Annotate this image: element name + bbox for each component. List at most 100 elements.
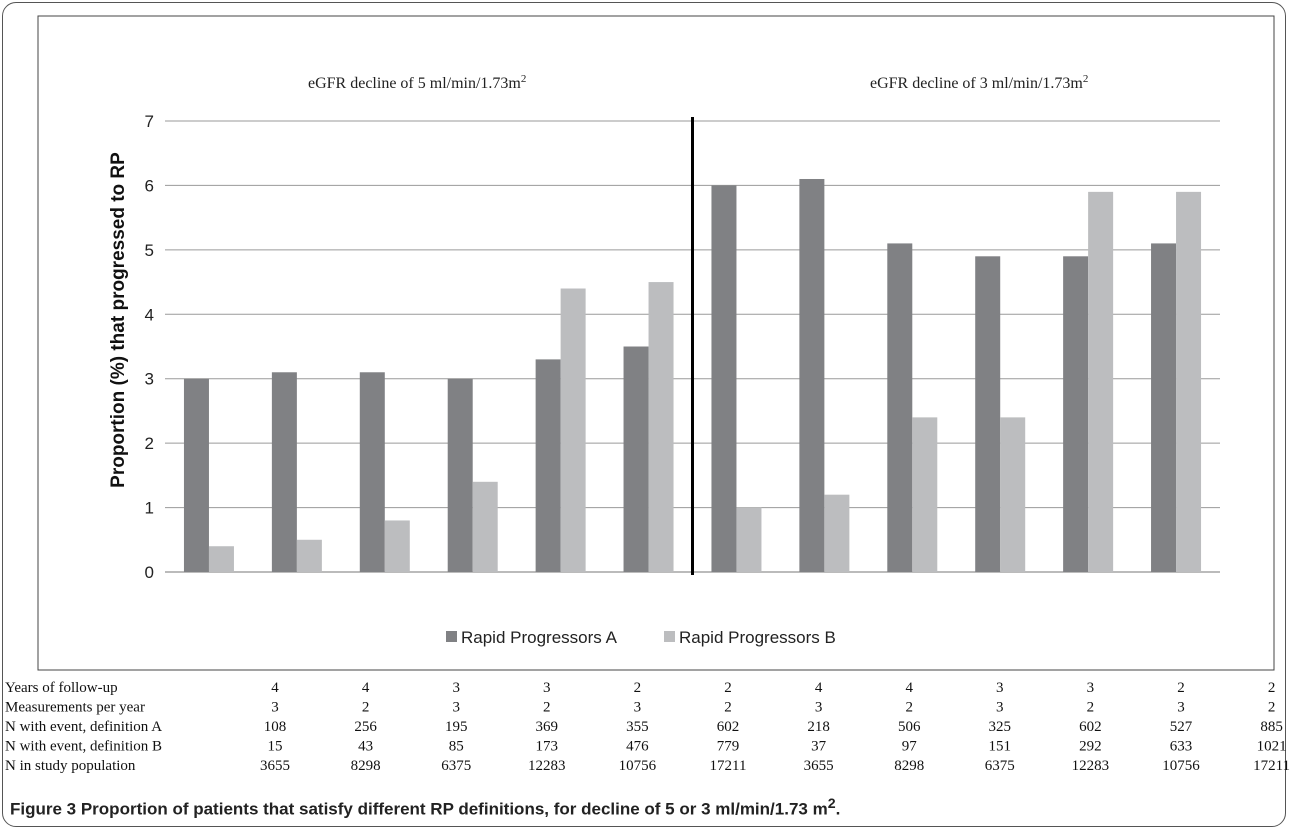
table-cell: 3655 xyxy=(804,758,834,774)
table-cell: 527 xyxy=(1170,719,1193,735)
y-tick-label: 5 xyxy=(145,241,154,260)
bar-a xyxy=(799,178,825,572)
y-axis-label: Proportion (%) that progressed to RP xyxy=(108,152,129,488)
bar-a xyxy=(535,359,561,572)
y-tick-label: 3 xyxy=(145,370,154,389)
table-cell: 779 xyxy=(717,739,740,755)
table-row-label: N in study population xyxy=(5,758,136,774)
y-tick-labels: 0 1 2 3 4 5 6 7 xyxy=(145,112,154,582)
legend-swatch-a xyxy=(446,631,457,642)
legend-label-b: Rapid Progressors B xyxy=(679,628,836,647)
table-cell: 2 xyxy=(362,700,370,716)
table-cell: 151 xyxy=(989,739,1012,755)
table-cell: 17211 xyxy=(710,758,747,774)
bar-b xyxy=(560,288,586,572)
table-cell: 3 xyxy=(996,680,1004,696)
table-cell: 4 xyxy=(815,680,823,696)
table-cell: 6375 xyxy=(985,758,1015,774)
table-cell: 2 xyxy=(1268,680,1276,696)
bar-b xyxy=(648,282,674,572)
table-cell: 602 xyxy=(1079,719,1102,735)
legend-label-a: Rapid Progressors A xyxy=(461,628,618,647)
table-cell: 4 xyxy=(271,680,279,696)
bars xyxy=(183,178,1202,572)
table-cell: 12283 xyxy=(528,758,566,774)
bar-b xyxy=(1088,191,1114,572)
y-tick-label: 1 xyxy=(145,499,154,518)
table-cell: 4 xyxy=(905,680,913,696)
table-row-label: N with event, definition B xyxy=(5,739,162,755)
table-cell: 256 xyxy=(354,719,377,735)
table-cell: 15 xyxy=(268,739,283,755)
figure-caption: Figure 3 Proportion of patients that sat… xyxy=(10,796,841,819)
bar-a xyxy=(1151,243,1177,572)
bar-b xyxy=(736,507,762,572)
table-cell: 3 xyxy=(996,700,1004,716)
bar-b xyxy=(384,520,410,572)
legend-swatch-b xyxy=(664,631,675,642)
table-cell: 3 xyxy=(452,680,460,696)
data-table: Years of follow-up 4 4 3 3 2 2 4 4 3 3 2 2Measuremen… xyxy=(5,680,1290,774)
table-cell: 3 xyxy=(1087,680,1095,696)
y-tick-label: 4 xyxy=(145,305,154,324)
table-cell: 325 xyxy=(989,719,1012,735)
bar-b xyxy=(296,539,322,572)
table-cell: 10756 xyxy=(619,758,657,774)
bar-b xyxy=(472,481,498,572)
legend: Rapid Progressors A Rapid Progressors B xyxy=(446,628,836,647)
table-cell: 3 xyxy=(543,680,551,696)
table-cell: 2 xyxy=(1268,700,1276,716)
bar-a xyxy=(447,378,473,572)
table-cell: 17211 xyxy=(1253,758,1290,774)
table-cell: 476 xyxy=(626,739,649,755)
table-cell: 355 xyxy=(626,719,649,735)
bar-a xyxy=(359,372,385,572)
y-tick-label: 6 xyxy=(145,176,154,195)
table-cell: 12283 xyxy=(1072,758,1110,774)
table-cell: 885 xyxy=(1260,719,1283,735)
y-tick-label: 2 xyxy=(145,434,154,453)
table-cell: 506 xyxy=(898,719,921,735)
table-cell: 3655 xyxy=(260,758,290,774)
table-row-label: Years of follow-up xyxy=(5,680,118,696)
table-cell: 369 xyxy=(536,719,559,735)
table-cell: 43 xyxy=(358,739,373,755)
table-cell: 218 xyxy=(807,719,830,735)
bar-a xyxy=(271,372,297,572)
table-cell: 3 xyxy=(1177,700,1185,716)
table-cell: 2 xyxy=(543,700,551,716)
table-cell: 8298 xyxy=(351,758,381,774)
table-cell: 85 xyxy=(449,739,464,755)
y-tick-label: 0 xyxy=(145,563,154,582)
chart-area-border xyxy=(37,15,1275,671)
bar-b xyxy=(208,546,234,572)
bar-b xyxy=(1176,191,1202,572)
table-cell: 2 xyxy=(1087,700,1095,716)
table-cell: 2 xyxy=(1177,680,1185,696)
table-cell: 602 xyxy=(717,719,740,735)
table-cell: 4 xyxy=(362,680,370,696)
bar-a xyxy=(1063,256,1089,572)
table-cell: 8298 xyxy=(894,758,924,774)
table-cell: 195 xyxy=(445,719,468,735)
table-cell: 37 xyxy=(811,739,827,755)
bar-a xyxy=(623,346,649,572)
bar-b xyxy=(912,417,938,572)
table-cell: 2 xyxy=(634,680,642,696)
table-cell: 173 xyxy=(536,739,559,755)
table-cell: 10756 xyxy=(1162,758,1200,774)
bar-a xyxy=(887,243,913,572)
panel-title-right: eGFR decline of 3 ml/min/1.73m2 xyxy=(870,73,1088,92)
table-cell: 1021 xyxy=(1257,739,1287,755)
table-cell: 2 xyxy=(724,680,732,696)
table-cell: 633 xyxy=(1170,739,1193,755)
bar-b xyxy=(824,494,850,572)
table-cell: 3 xyxy=(452,700,460,716)
table-cell: 2 xyxy=(724,700,732,716)
bar-b xyxy=(1000,417,1026,572)
table-cell: 2 xyxy=(905,700,913,716)
table-cell: 3 xyxy=(271,700,279,716)
table-cell: 3 xyxy=(634,700,642,716)
